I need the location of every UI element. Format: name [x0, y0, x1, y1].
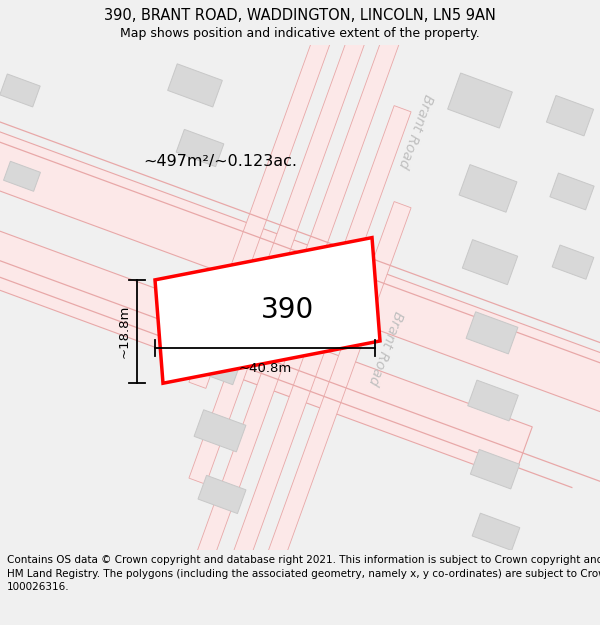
Polygon shape	[155, 238, 380, 383]
Polygon shape	[0, 116, 600, 479]
Text: ~497m²/~0.123ac.: ~497m²/~0.123ac.	[143, 154, 297, 169]
Polygon shape	[198, 476, 246, 514]
Polygon shape	[468, 380, 518, 421]
Text: 390: 390	[261, 296, 314, 324]
Polygon shape	[4, 161, 40, 191]
Polygon shape	[448, 73, 512, 128]
Text: Map shows position and indicative extent of the property.: Map shows position and indicative extent…	[120, 28, 480, 40]
Text: Brant Road: Brant Road	[395, 92, 435, 170]
Text: 390, BRANT ROAD, WADDINGTON, LINCOLN, LN5 9AN: 390, BRANT ROAD, WADDINGTON, LINCOLN, LN…	[104, 8, 496, 23]
Polygon shape	[189, 202, 411, 625]
Polygon shape	[552, 245, 594, 279]
Text: HM Land Registry. The polygons (including the associated geometry, namely x, y c: HM Land Registry. The polygons (includin…	[7, 569, 600, 579]
Polygon shape	[194, 410, 246, 452]
Polygon shape	[472, 513, 520, 551]
Polygon shape	[188, 342, 242, 385]
Polygon shape	[0, 116, 532, 479]
Polygon shape	[189, 106, 411, 625]
Text: 100026316.: 100026316.	[7, 582, 70, 592]
Polygon shape	[189, 0, 411, 484]
Polygon shape	[550, 173, 594, 210]
Text: ~18.8m: ~18.8m	[118, 305, 131, 358]
Polygon shape	[176, 129, 224, 167]
Polygon shape	[189, 4, 411, 580]
Polygon shape	[189, 0, 411, 388]
Polygon shape	[459, 164, 517, 212]
Text: Contains OS data © Crown copyright and database right 2021. This information is : Contains OS data © Crown copyright and d…	[7, 555, 600, 565]
Polygon shape	[466, 312, 518, 354]
Polygon shape	[463, 239, 518, 284]
Polygon shape	[167, 64, 223, 107]
Text: Brant Road: Brant Road	[365, 309, 405, 387]
Text: ~40.8m: ~40.8m	[238, 362, 292, 375]
Polygon shape	[470, 449, 520, 489]
Polygon shape	[547, 96, 593, 136]
Polygon shape	[0, 74, 40, 107]
